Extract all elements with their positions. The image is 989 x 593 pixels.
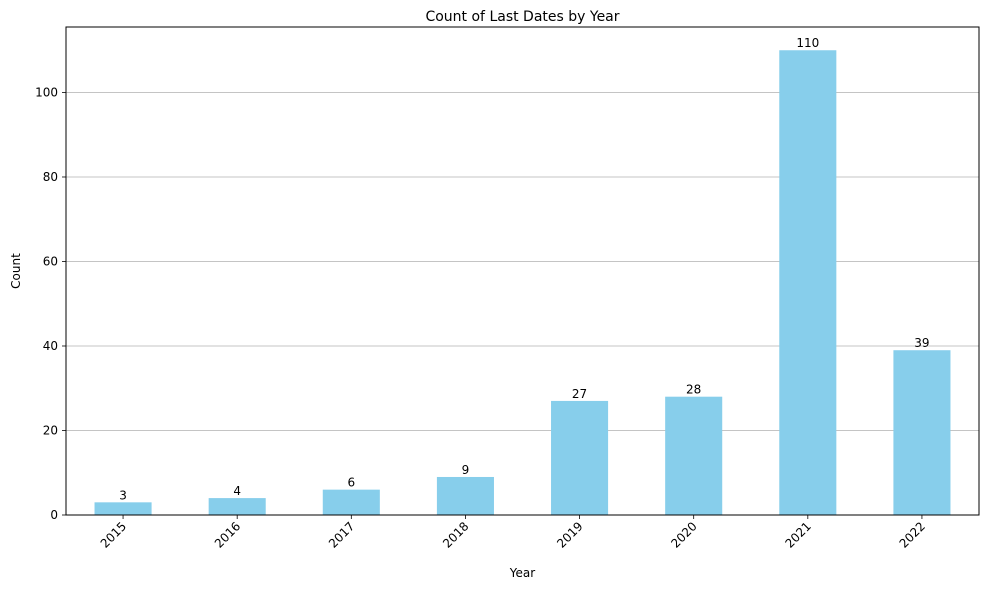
data-label-2020: 28: [686, 383, 701, 397]
gridlines: [66, 92, 979, 431]
data-label-2016: 4: [233, 484, 241, 498]
data-label-2021: 110: [796, 36, 819, 50]
data-label-2018: 9: [462, 463, 470, 477]
x-tick-label-2022: 2022: [897, 519, 928, 550]
bar-2018: [436, 476, 494, 515]
data-label-2019: 27: [572, 387, 587, 401]
x-axis-label: Year: [509, 566, 535, 580]
y-tick-label-0: 0: [50, 508, 58, 522]
bar-2019: [551, 400, 609, 515]
x-tick-label-2021: 2021: [782, 519, 813, 550]
bar-2022: [893, 350, 951, 515]
bar-2020: [665, 396, 723, 515]
bar-2015: [94, 502, 152, 515]
y-tick-label-20: 20: [43, 423, 58, 437]
y-tick-label-80: 80: [43, 170, 58, 184]
x-tick-label-2018: 2018: [440, 519, 471, 550]
axes: 0 20 40 60 80 100 2015 2016 2017 2018 2019 2020 2021…: [35, 26, 980, 551]
x-tick-label-2019: 2019: [554, 519, 585, 550]
bars: [94, 50, 951, 515]
bar-2021: [779, 50, 837, 515]
x-tick-label-2015: 2015: [98, 519, 129, 550]
y-tick-label-100: 100: [35, 85, 58, 99]
plot-frame: [65, 26, 980, 516]
data-labels: 3 4 6 9 27 28 110 39: [119, 36, 929, 502]
data-label-2022: 39: [914, 336, 929, 350]
x-tick-label-2020: 2020: [668, 519, 699, 550]
x-tick-label-2016: 2016: [212, 519, 243, 550]
bar-2017: [322, 489, 380, 515]
y-tick-label-40: 40: [43, 339, 58, 353]
data-label-2017: 6: [347, 476, 355, 490]
y-tick-label-60: 60: [43, 254, 58, 268]
y-axis-label: Count: [9, 253, 23, 289]
x-tick-label-2017: 2017: [326, 519, 357, 550]
data-label-2015: 3: [119, 488, 127, 502]
chart-title: Count of Last Dates by Year: [425, 9, 619, 25]
bar-2016: [208, 498, 266, 515]
